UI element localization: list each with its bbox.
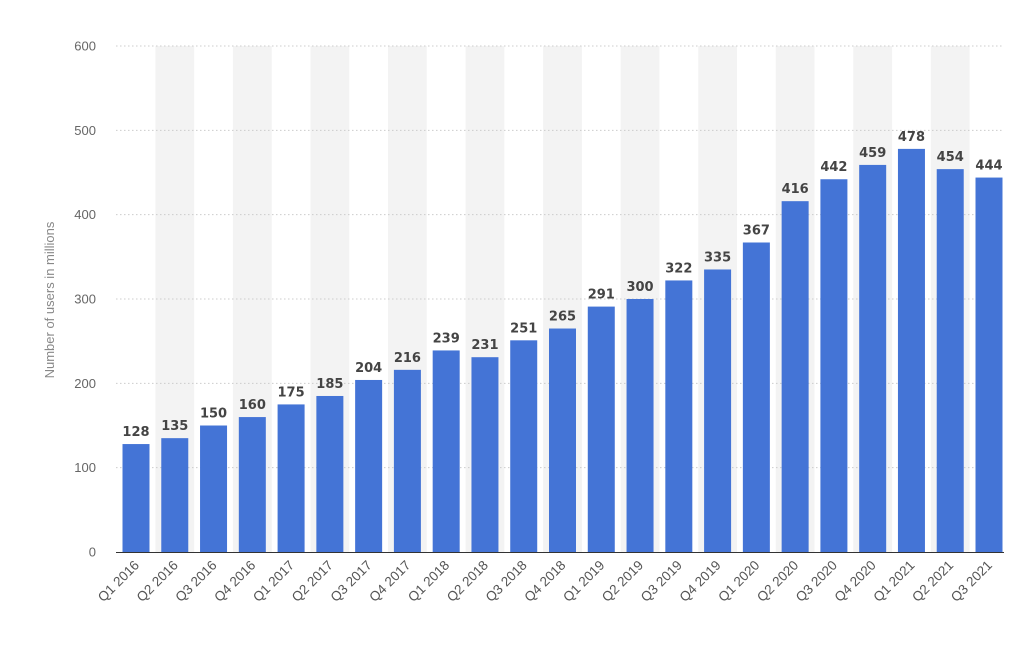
bar-value-label: 175 [278, 385, 305, 400]
bar [316, 395, 344, 552]
y-tick-label: 600 [74, 39, 96, 54]
bar-value-label: 454 [937, 150, 964, 165]
bar-value-label: 160 [239, 398, 266, 413]
y-axis-ticks: 0 100 200 300 400 500 600 [74, 39, 96, 560]
bar-value-label: 204 [355, 361, 382, 376]
bar [587, 306, 615, 552]
value-labels: 128 135 150 160 175 185 204 216 239 231 251 265 291 3… [122, 130, 1002, 440]
x-tick-label: Q2 2018 [444, 558, 491, 605]
bar [742, 242, 770, 552]
x-tick-label: Q2 2019 [599, 558, 646, 605]
bar [200, 425, 228, 552]
bar-value-label: 150 [200, 407, 227, 422]
bar-value-label: 135 [161, 419, 188, 434]
bar [975, 177, 1003, 552]
y-tick-label: 0 [89, 545, 96, 560]
x-tick-label: Q4 2018 [521, 558, 568, 605]
bar [626, 299, 654, 552]
y-axis-title: Number of users in millions [42, 221, 57, 378]
bar-value-label: 322 [665, 261, 692, 276]
x-tick-label: Q3 2020 [793, 558, 840, 605]
x-tick-label: Q4 2017 [366, 558, 413, 605]
bar-value-label: 128 [122, 425, 149, 440]
bar [665, 280, 693, 552]
x-tick-label: Q1 2017 [250, 558, 297, 605]
bar-value-label: 478 [898, 130, 925, 145]
x-tick-label: Q2 2021 [909, 558, 956, 605]
bar-value-label: 367 [743, 223, 770, 238]
bar [355, 379, 383, 552]
bar-value-label: 265 [549, 310, 576, 325]
bar [122, 444, 150, 552]
x-tick-label: Q2 2016 [134, 558, 181, 605]
bar [897, 148, 925, 553]
x-tick-label: Q1 2016 [95, 558, 142, 605]
x-tick-label: Q4 2020 [832, 558, 879, 605]
x-tick-label: Q1 2020 [715, 558, 762, 605]
y-tick-label: 400 [74, 207, 96, 222]
bar-value-label: 185 [316, 377, 343, 392]
x-tick-label: Q1 2018 [405, 558, 452, 605]
x-tick-label: Q4 2016 [211, 558, 258, 605]
bar-value-label: 239 [433, 331, 460, 346]
x-tick-label: Q1 2021 [870, 558, 917, 605]
bar [781, 201, 809, 552]
bar [820, 179, 848, 552]
y-tick-label: 500 [74, 123, 96, 138]
bar-value-label: 444 [975, 159, 1002, 174]
bar [432, 350, 460, 552]
bar-value-label: 300 [626, 280, 653, 295]
bar-value-label: 231 [471, 338, 498, 353]
bar [549, 328, 576, 552]
y-tick-label: 100 [74, 460, 96, 475]
bar-value-label: 291 [588, 288, 615, 303]
bar-value-label: 216 [394, 351, 421, 366]
bar [859, 164, 887, 552]
bar [238, 417, 266, 552]
bar [393, 369, 421, 552]
bar [277, 404, 305, 552]
x-tick-label: Q3 2021 [948, 558, 995, 605]
bar [471, 357, 499, 552]
x-tick-label: Q3 2018 [483, 558, 530, 605]
bar-value-label: 251 [510, 321, 537, 336]
x-tick-label: Q2 2020 [754, 558, 801, 605]
x-tick-label: Q3 2016 [172, 558, 219, 605]
x-tick-label: Q2 2017 [289, 558, 336, 605]
x-tick-label: Q3 2017 [328, 558, 375, 605]
bar [936, 169, 964, 553]
bar [161, 438, 189, 552]
x-tick-label: Q1 2019 [560, 558, 607, 605]
bars [122, 148, 1003, 553]
bar [704, 269, 732, 552]
x-tick-label: Q3 2019 [638, 558, 685, 605]
y-tick-label: 200 [74, 376, 96, 391]
bar [510, 340, 538, 552]
bar-value-label: 459 [859, 146, 886, 161]
bar-value-label: 335 [704, 250, 731, 265]
y-tick-label: 300 [74, 292, 96, 307]
x-tick-label: Q4 2019 [676, 558, 723, 605]
bar-value-label: 442 [820, 160, 847, 175]
bar-value-label: 416 [782, 182, 809, 197]
